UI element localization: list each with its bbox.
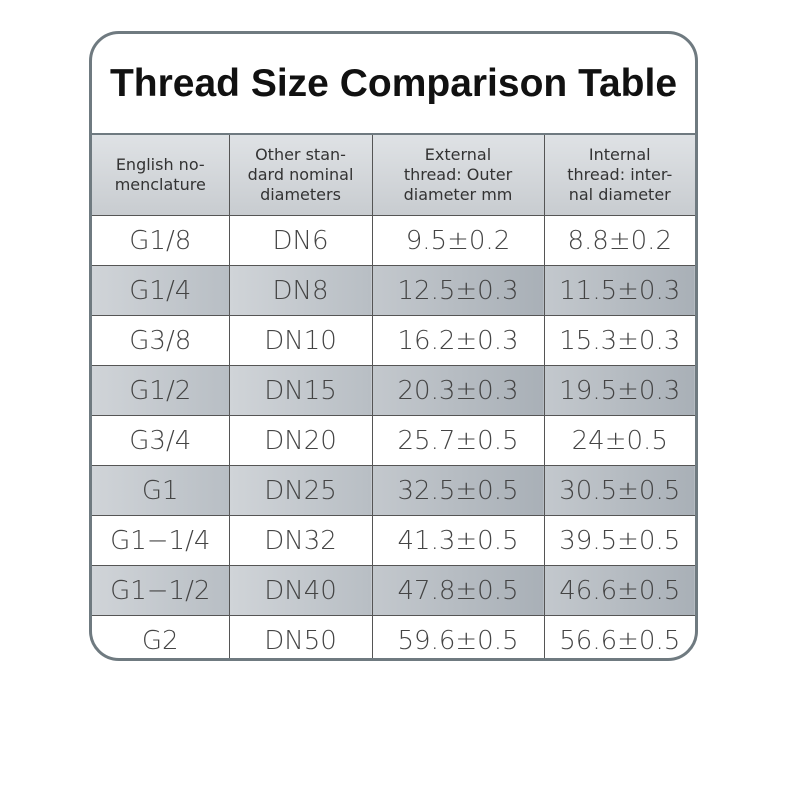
table-cell: 59.6±0.5	[371, 615, 545, 658]
table-cell: DN15	[228, 365, 373, 416]
table-cell: G1−1/4	[92, 515, 230, 566]
table-cell: 25.7±0.5	[371, 415, 545, 466]
table-cell: DN25	[228, 465, 373, 516]
table-row: G3/8 DN10 16.2±0.3 15.3±0.3	[92, 315, 695, 366]
table-card: Thread Size Comparison Table English no-…	[89, 31, 698, 661]
table-cell: DN50	[228, 615, 373, 658]
header-line: menclature	[114, 175, 206, 194]
table-cell: 41.3±0.5	[371, 515, 545, 566]
header-line: diameter mm	[403, 185, 513, 204]
table-cell: 9.5±0.2	[371, 215, 545, 266]
table-row: G1 DN25 32.5±0.5 30.5±0.5	[92, 465, 695, 516]
header-cell: External thread: Outer diameter mm	[371, 135, 545, 216]
table-cell: G3/4	[92, 415, 230, 466]
table-cell: G1/2	[92, 365, 230, 416]
table-cell: DN6	[228, 215, 373, 266]
table-cell: 16.2±0.3	[371, 315, 545, 366]
table-cell: 46.6±0.5	[543, 565, 695, 616]
header-row: English no-menclature Other stan-dard nom…	[92, 135, 695, 216]
header-line: External	[424, 145, 492, 164]
table-cell: 47.8±0.5	[371, 565, 545, 616]
table-cell: 24±0.5	[543, 415, 695, 466]
table-row: G3/4 DN20 25.7±0.5 24±0.5	[92, 415, 695, 466]
table-cell: DN10	[228, 315, 373, 366]
header-line: thread: Outer	[403, 165, 513, 184]
table-row: G1/4 DN8 12.5±0.3 11.5±0.3	[92, 265, 695, 316]
table-cell: 20.3±0.3	[371, 365, 545, 416]
table-cell: 8.8±0.2	[543, 215, 695, 266]
table-cell: 15.3±0.3	[543, 315, 695, 366]
comparison-table: English no-menclature Other stan-dard nom…	[92, 135, 695, 658]
table-row: G1/8 DN6 9.5±0.2 8.8±0.2	[92, 215, 695, 266]
table-cell: 39.5±0.5	[543, 515, 695, 566]
table-cell: G2	[92, 615, 230, 658]
table-cell: G3/8	[92, 315, 230, 366]
header-line: thread: inter-	[567, 165, 673, 184]
table-cell: 12.5±0.3	[371, 265, 545, 316]
table-row: G1/2 DN15 20.3±0.3 19.5±0.3	[92, 365, 695, 416]
title: Thread Size Comparison Table	[92, 34, 695, 135]
header-line: Other stan-	[255, 145, 346, 164]
header-line: dard nominal	[247, 165, 354, 184]
table-cell: 56.6±0.5	[543, 615, 695, 658]
table-cell: DN20	[228, 415, 373, 466]
header-line: nal diameter	[568, 185, 671, 204]
table-cell: DN40	[228, 565, 373, 616]
header-cell: Other stan-dard nominal diameters	[228, 135, 373, 216]
table-cell: G1	[92, 465, 230, 516]
table-cell: 11.5±0.3	[543, 265, 695, 316]
table-cell: 19.5±0.3	[543, 365, 695, 416]
header-line: English no-	[115, 155, 205, 174]
table-cell: 30.5±0.5	[543, 465, 695, 516]
header-line: Internal	[588, 145, 651, 164]
table-cell: DN32	[228, 515, 373, 566]
header-cell: English no-menclature	[92, 135, 230, 216]
table-cell: G1−1/2	[92, 565, 230, 616]
header-line: diameters	[260, 185, 341, 204]
table-row: G1−1/2 DN40 47.8±0.5 46.6±0.5	[92, 565, 695, 616]
table-row: G1−1/4 DN32 41.3±0.5 39.5±0.5	[92, 515, 695, 566]
table-cell: 32.5±0.5	[371, 465, 545, 516]
table-cell: G1/8	[92, 215, 230, 266]
header-cell: Internal thread: inter-nal diameter	[543, 135, 695, 216]
table-cell: G1/4	[92, 265, 230, 316]
table-cell: DN8	[228, 265, 373, 316]
table-row: G2 DN50 59.6±0.5 56.6±0.5	[92, 615, 695, 658]
